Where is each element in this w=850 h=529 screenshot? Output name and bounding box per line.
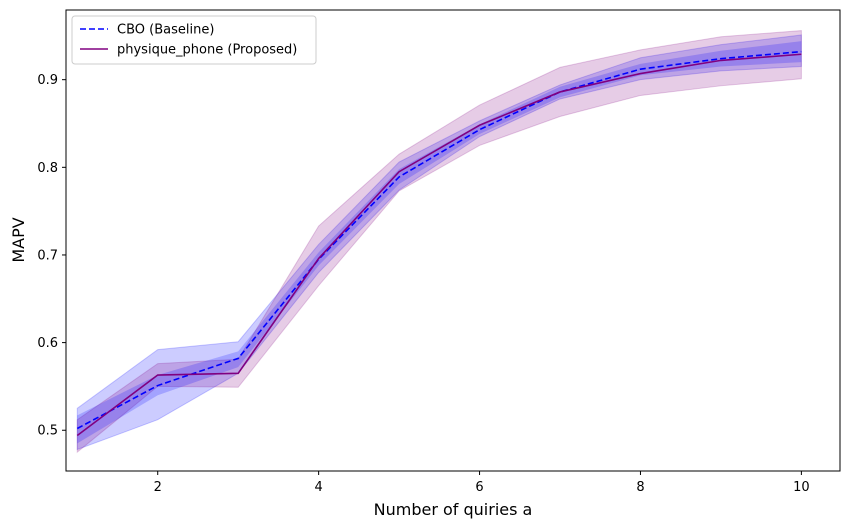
y-axis-label: MAPV xyxy=(9,217,28,262)
legend-label-cbo: CBO (Baseline) xyxy=(117,23,214,38)
y-axis-ticks: 0.5 0.6 0.7 0.8 0.9 xyxy=(37,73,66,439)
band-physique xyxy=(76,30,802,454)
x-tick-label: 10 xyxy=(793,480,810,495)
legend-box xyxy=(71,15,317,65)
y-tick-label: 0.6 xyxy=(37,336,58,351)
y-tick-label: 0.5 xyxy=(37,424,58,439)
line-physique-proposed xyxy=(76,53,802,437)
line-cbo-baseline xyxy=(76,50,802,430)
y-tick-label: 0.7 xyxy=(37,248,58,263)
y-tick-label: 0.8 xyxy=(37,161,58,176)
legend-label-physique: physique_phone (Proposed) xyxy=(117,43,297,58)
y-tick-label: 0.9 xyxy=(37,73,58,88)
x-tick-label: 8 xyxy=(636,480,644,495)
plot-frame xyxy=(65,9,841,472)
x-axis-label: Number of quiries a xyxy=(374,500,533,519)
legend: CBO (Baseline) physique_phone (Proposed) xyxy=(71,15,317,65)
series-lines xyxy=(76,50,802,437)
x-tick-label: 2 xyxy=(154,480,162,495)
x-axis-ticks: 2 4 6 8 10 xyxy=(154,471,810,495)
x-tick-label: 4 xyxy=(314,480,322,495)
x-tick-label: 6 xyxy=(475,480,483,495)
